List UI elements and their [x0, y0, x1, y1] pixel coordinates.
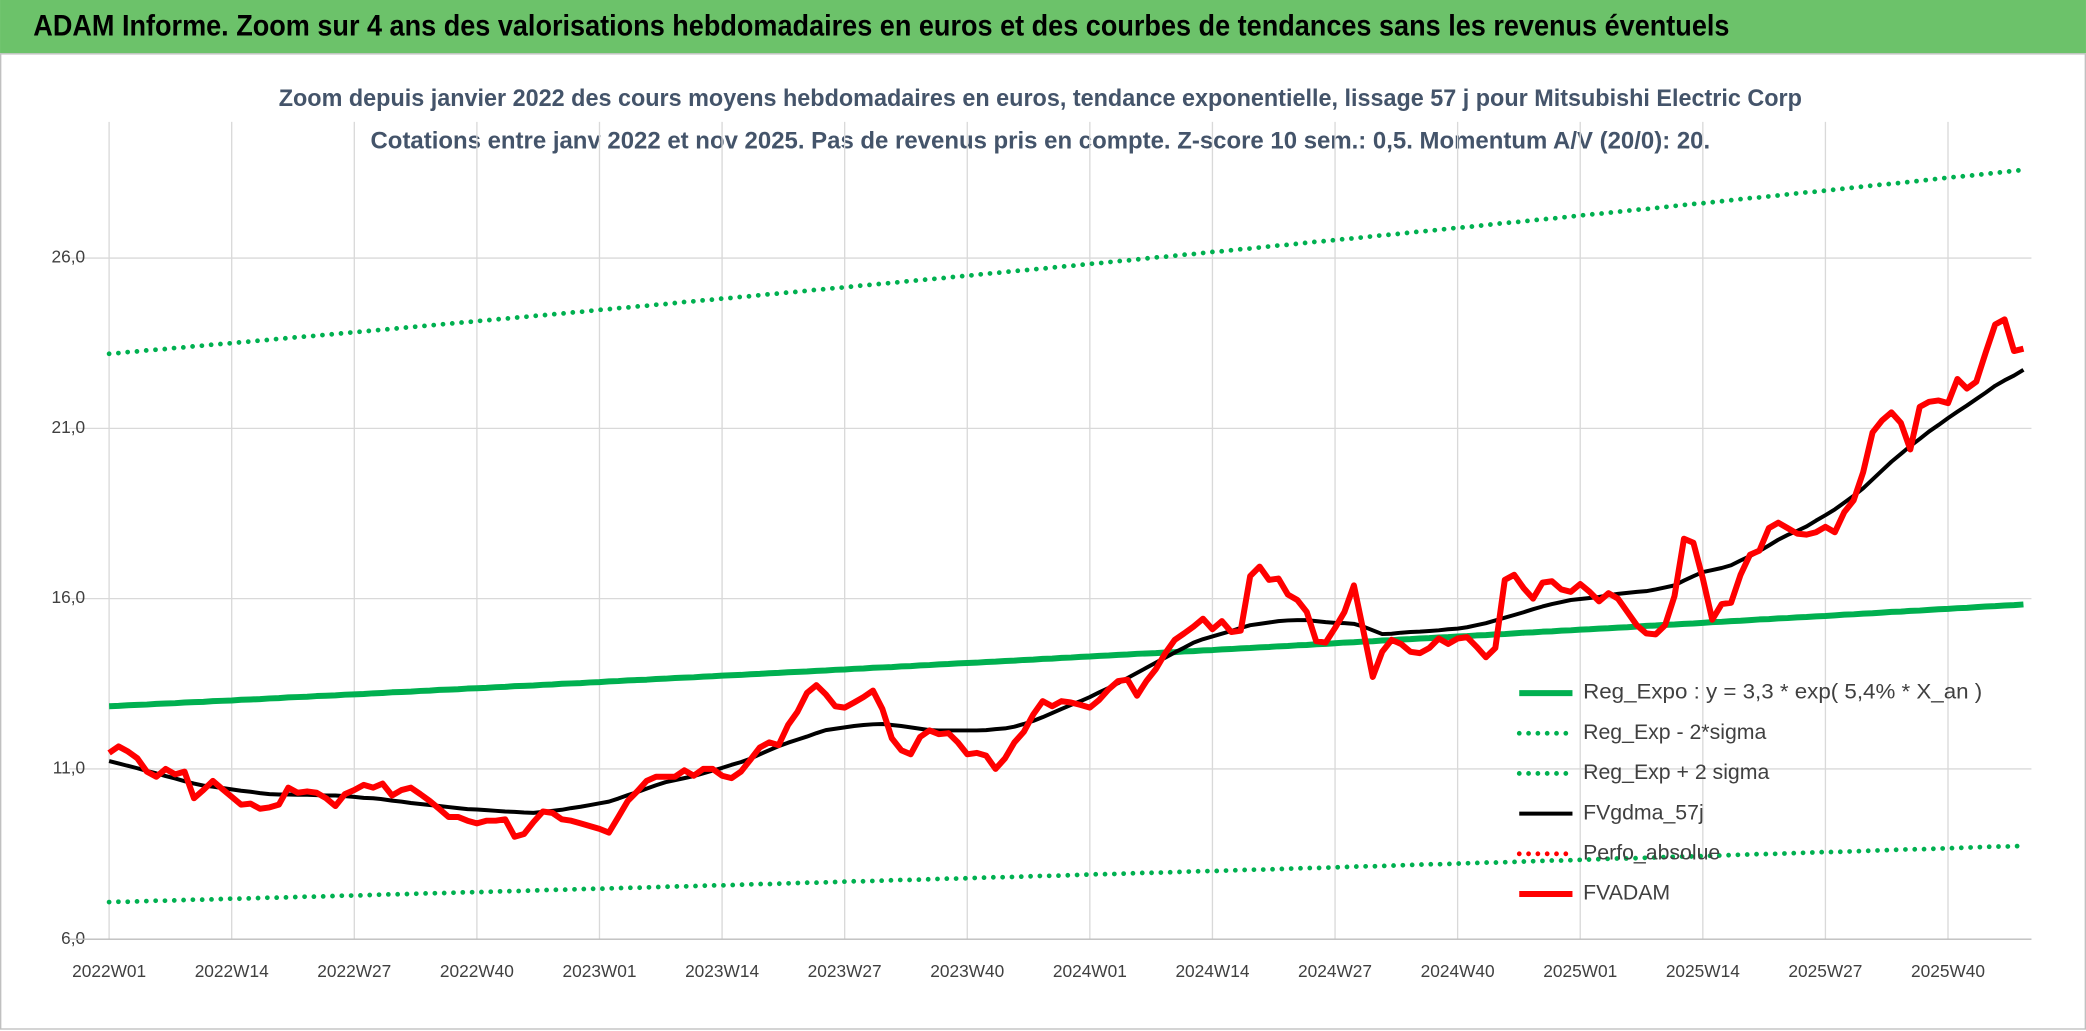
header-title: ADAM Informe. Zoom sur 4 ans des valoris…	[33, 11, 1729, 43]
y-tick-label: 16,0	[52, 587, 86, 607]
legend-label: Reg_Exp - 2*sigma	[1583, 720, 1766, 744]
legend-label: Reg_Expo : y = 3,3 * exp( 5,4% * X_an )	[1583, 680, 1982, 704]
x-tick-label: 2025W40	[1911, 961, 1985, 981]
x-tick-label: 2022W40	[440, 961, 514, 981]
x-tick-label: 2024W27	[1298, 961, 1372, 981]
x-tick-label: 2024W01	[1053, 961, 1127, 981]
x-tick-label: 2025W27	[1788, 961, 1862, 981]
x-tick-label: 2024W14	[1175, 961, 1249, 981]
chart-title: Zoom depuis janvier 2022 des cours moyen…	[279, 85, 1802, 112]
legend-label: Perfo_absolue	[1583, 840, 1720, 864]
chart-frame	[0, 53, 2086, 1030]
series-line	[109, 601, 2024, 710]
x-tick-label: 2022W14	[195, 961, 269, 981]
y-tick-label: 26,0	[52, 247, 86, 267]
x-tick-label: 2023W01	[562, 961, 636, 981]
series-line	[106, 843, 2026, 905]
x-tick-label: 2022W27	[317, 961, 391, 981]
y-tick-label: 11,0	[53, 757, 85, 777]
y-tick-label: 21,0	[52, 417, 86, 437]
series-line	[107, 316, 2025, 840]
series-line	[106, 167, 2026, 357]
legend-label: FVgdma_57j	[1583, 800, 1704, 824]
x-tick-label: 2025W01	[1543, 961, 1617, 981]
x-tick-label: 2023W14	[685, 961, 759, 981]
x-tick-label: 2022W01	[72, 961, 146, 981]
series-line	[108, 368, 2025, 815]
x-tick-label: 2025W14	[1666, 961, 1740, 981]
chart-subtitle: Cotations entre janv 2022 et nov 2025. P…	[371, 128, 1711, 155]
legend-label: FVADAM	[1583, 881, 1670, 905]
legend-label: Reg_Exp + 2 sigma	[1583, 760, 1769, 784]
y-tick-label: 6,0	[61, 928, 85, 948]
x-tick-label: 2023W27	[808, 961, 882, 981]
header-bar	[0, 0, 2086, 54]
x-tick-label: 2023W40	[930, 961, 1004, 981]
x-tick-label: 2024W40	[1421, 961, 1495, 981]
